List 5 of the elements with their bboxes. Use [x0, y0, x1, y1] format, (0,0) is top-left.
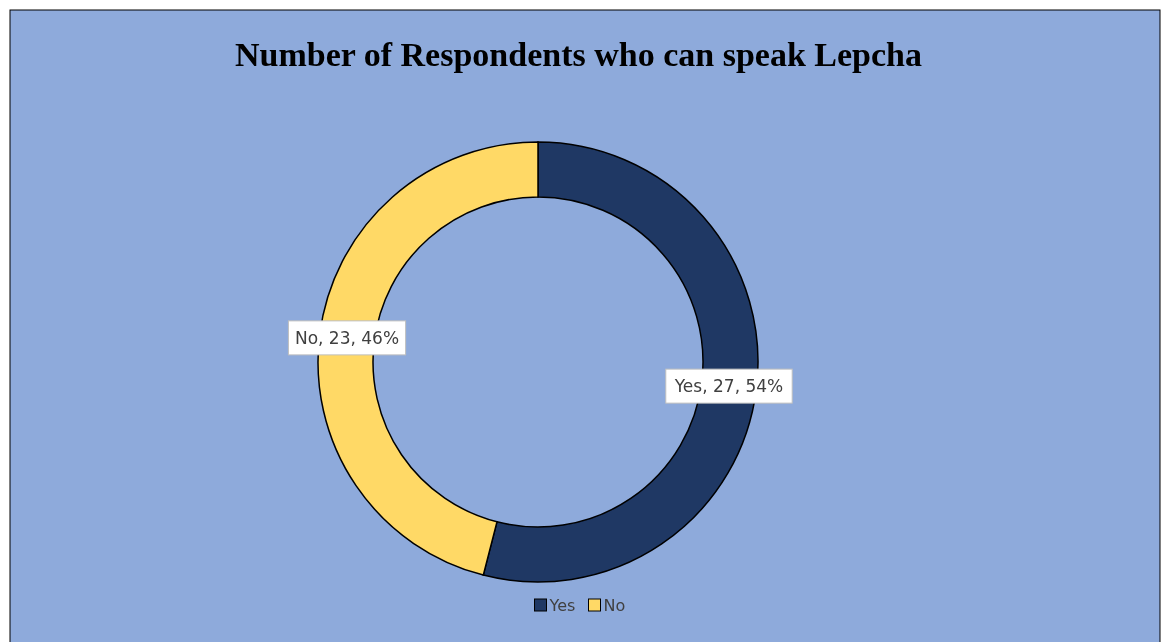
data-label: Yes, 27, 54% — [673, 376, 784, 397]
legend-label: No — [603, 596, 626, 615]
data-label: No, 23, 46% — [294, 327, 400, 348]
chart-title: Number of Respondents who can speak Lepcha — [234, 36, 923, 73]
legend-label: Yes — [548, 596, 576, 615]
